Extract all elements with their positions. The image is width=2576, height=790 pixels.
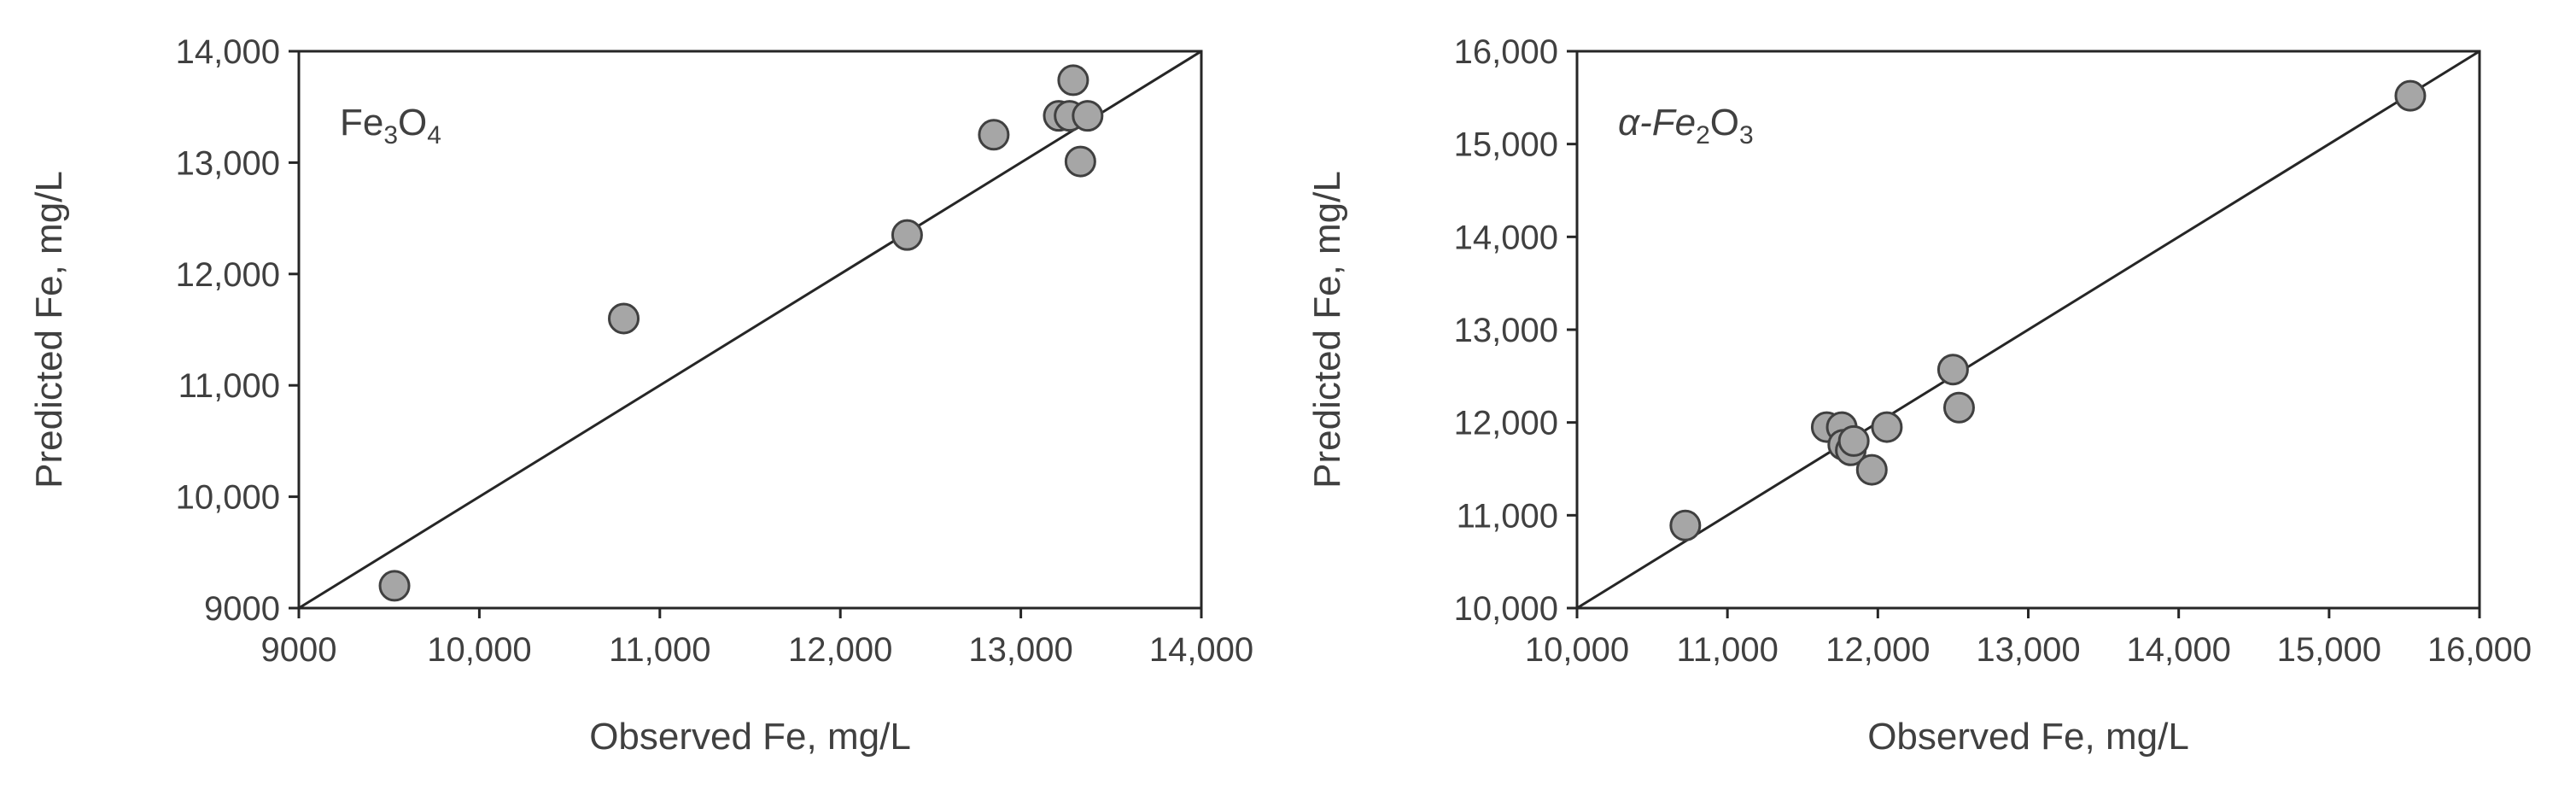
data-points (1669, 79, 2427, 541)
panel-label-subscript-1: 2 (1696, 121, 1710, 149)
y-axis-title: Predicted Fe, mg/L (1306, 171, 1348, 489)
data-point (1855, 454, 1888, 486)
x-axis-ticks: 9000 10,000 11,000 12,000 13,000 14,000 (261, 608, 1253, 669)
panel-label-mid: O (398, 102, 427, 143)
y-tick-label: 14,000 (1454, 219, 1558, 256)
x-tick-label: 10,000 (1525, 631, 1629, 669)
data-point (608, 302, 640, 335)
chart-alpha-fe2o3: 10,000 11,000 12,000 13,000 14,000 15,000 16,0… (1306, 33, 2532, 758)
data-point (1669, 509, 1702, 541)
data-point (1871, 411, 1903, 443)
y-axis-ticks: 9000 10,000 11,000 12,000 13,000 14,000 (176, 33, 299, 628)
panel-label-subscript-2: 3 (1739, 121, 1754, 149)
panel-label-mid: O (1710, 102, 1739, 143)
x-tick-label: 14,000 (1149, 631, 1253, 669)
x-tick-label: 12,000 (788, 631, 892, 669)
y-tick-label: 10,000 (176, 479, 280, 517)
x-tick-label: 13,000 (1976, 631, 2080, 669)
x-tick-label: 10,000 (427, 631, 531, 669)
one-to-one-line (1576, 50, 2480, 610)
y-tick-label: 13,000 (1454, 312, 1558, 349)
y-tick-label: 14,000 (176, 33, 280, 71)
data-point (1072, 100, 1104, 132)
x-tick-label: 9000 (261, 631, 337, 669)
data-point (378, 570, 411, 602)
panel-label-prefix: α-Fe (1618, 102, 1696, 143)
y-tick-label: 11,000 (178, 367, 280, 405)
x-tick-label: 15,000 (2277, 631, 2381, 669)
one-to-one-line (298, 50, 1202, 610)
panel-label-subscript-2: 4 (427, 121, 441, 149)
y-tick-label: 12,000 (176, 256, 280, 294)
x-tick-label: 13,000 (968, 631, 1072, 669)
data-point (1057, 64, 1089, 97)
panel-label-subscript-1: 3 (383, 121, 398, 149)
y-tick-label: 15,000 (1454, 126, 1558, 164)
x-tick-label: 11,000 (609, 631, 710, 669)
y-tick-label: 10,000 (1454, 590, 1558, 628)
plot-area-frame (297, 50, 1203, 610)
data-point (1064, 145, 1096, 178)
y-tick-label: 12,000 (1454, 405, 1558, 442)
x-tick-label: 12,000 (1825, 631, 1930, 669)
panel-label-prefix: Fe (340, 102, 383, 143)
data-point (1942, 391, 1975, 424)
data-point (1837, 424, 1870, 457)
data-point (891, 219, 923, 251)
panel-label: α-Fe2O3 (1618, 102, 1754, 149)
y-axis-ticks: 10,000 11,000 12,000 13,000 14,000 15,000 16,0… (1454, 33, 1577, 628)
x-tick-label: 14,000 (2126, 631, 2230, 669)
y-tick-label: 13,000 (176, 144, 280, 182)
data-point (978, 119, 1010, 151)
x-axis-title: Observed Fe, mg/L (1867, 716, 2189, 758)
x-tick-label: 16,000 (2427, 631, 2532, 669)
x-axis-title: Observed Fe, mg/L (589, 716, 911, 758)
data-point (2394, 79, 2427, 112)
x-axis-ticks: 10,000 11,000 12,000 13,000 14,000 15,000 16,0… (1525, 608, 2532, 669)
data-point (1936, 354, 1969, 386)
y-tick-label: 9000 (204, 590, 280, 628)
y-tick-label: 11,000 (1457, 497, 1558, 535)
x-tick-label: 11,000 (1676, 631, 1778, 669)
panel-label: Fe3O4 (340, 102, 441, 149)
y-tick-label: 16,000 (1454, 33, 1558, 71)
chart-fe3o4: 9000 10,000 11,000 12,000 13,000 14,000 9000 1… (28, 33, 1253, 758)
y-axis-title: Predicted Fe, mg/L (28, 171, 70, 489)
data-points (378, 64, 1104, 602)
